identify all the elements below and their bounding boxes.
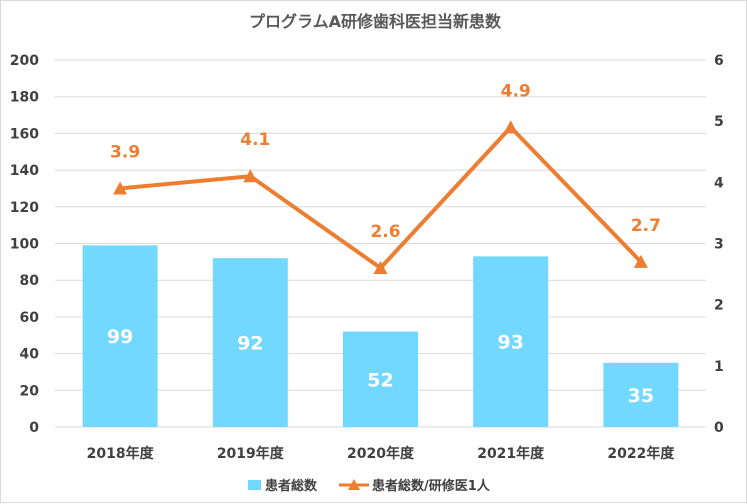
line-marker [503, 120, 518, 134]
bar-series [82, 245, 679, 427]
bar [212, 258, 288, 427]
y-left-tick-label: 200 [10, 53, 39, 69]
chart-title: プログラムA研修歯科医担当新患数 [249, 12, 502, 31]
line-marker [373, 260, 388, 274]
line-data-label: 2.7 [631, 216, 661, 236]
x-tick-label: 2018年度 [87, 445, 155, 462]
x-tick-label: 2019年度 [217, 445, 285, 462]
x-tick-label: 2021年度 [477, 445, 545, 462]
line-data-label: 3.9 [110, 142, 140, 162]
line-data-label: 4.9 [501, 81, 531, 101]
y-left-tick-label: 100 [10, 237, 39, 253]
bar-data-label: 93 [497, 332, 523, 354]
y-left-tick-label: 0 [29, 420, 39, 436]
y-left-tick-label: 80 [20, 273, 40, 289]
line-data-label: 4.1 [240, 130, 270, 150]
bar-data-label: 92 [237, 333, 263, 355]
y-left-tick-label: 120 [10, 200, 39, 216]
y-right-tick-label: 6 [714, 53, 724, 69]
bar-data-label: 52 [367, 369, 393, 391]
data-labels: 99 92 52 93 35 3.9 4.1 2.6 4.9 2.7 [107, 81, 661, 407]
line-marker [113, 181, 128, 195]
y-left-tick-label: 160 [10, 126, 39, 142]
y-left-tick-label: 180 [10, 90, 39, 106]
y-right-tick-label: 4 [714, 175, 724, 191]
legend: 患者総数 患者総数/研修医1人 [248, 478, 491, 494]
bar [473, 256, 549, 427]
legend-bar-label: 患者総数 [265, 478, 318, 494]
y-left-tick-label: 140 [10, 163, 39, 179]
legend-line-label: 患者総数/研修医1人 [372, 478, 491, 494]
y-right-tick-label: 3 [714, 237, 724, 253]
line-series [113, 120, 648, 274]
y-right-tick-label: 0 [714, 420, 724, 436]
line-marker [243, 169, 258, 183]
y-right-tick-label: 2 [714, 298, 724, 314]
axis-labels: 0 20 40 60 80 100 120 140 160 180 200 0 1 2 3 4 5 6 2018年度… [10, 53, 724, 462]
y-left-tick-label: 20 [20, 383, 40, 399]
legend-line-marker [348, 479, 360, 490]
bar [603, 362, 679, 427]
line-marker [633, 254, 648, 268]
y-left-tick-label: 40 [20, 347, 40, 363]
y-right-tick-label: 1 [714, 359, 724, 375]
x-tick-label: 2020年度 [347, 445, 415, 462]
y-right-tick-label: 5 [714, 114, 724, 130]
bar-data-label: 99 [107, 326, 133, 348]
bar [82, 245, 158, 427]
bar-data-label: 35 [628, 385, 654, 407]
y-left-tick-label: 60 [20, 310, 40, 326]
line-path [119, 125, 643, 270]
bar [343, 331, 418, 427]
legend-bar-swatch [248, 480, 261, 490]
gridlines [55, 59, 706, 428]
x-tick-label: 2022年度 [607, 445, 675, 462]
line-data-label: 2.6 [370, 222, 400, 242]
